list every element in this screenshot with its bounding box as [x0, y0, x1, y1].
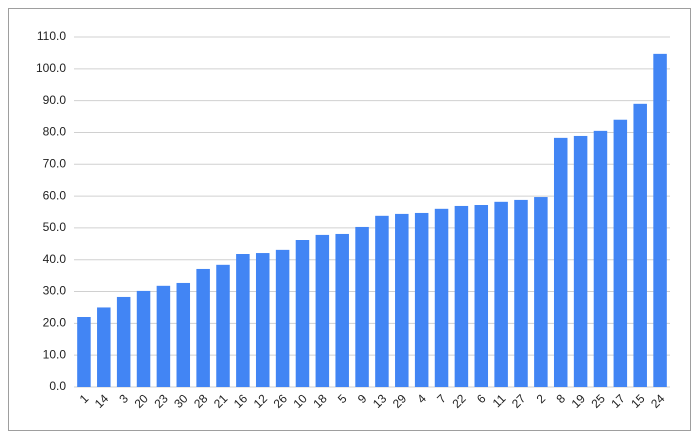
bar [434, 208, 449, 387]
bar [156, 285, 171, 387]
y-tick-label: 20.0 [43, 316, 67, 330]
y-tick-label: 60.0 [43, 188, 67, 202]
bar [375, 215, 389, 387]
y-tick-label: 100.0 [36, 61, 66, 75]
bar [414, 212, 429, 387]
bar [315, 234, 330, 387]
bar [534, 197, 548, 387]
bar [395, 213, 409, 387]
y-tick-label: 80.0 [43, 125, 67, 139]
bar [97, 307, 111, 387]
bar [474, 205, 489, 387]
y-tick-label: 40.0 [43, 252, 67, 266]
y-tick-label: 70.0 [43, 156, 67, 170]
bar [593, 130, 608, 387]
bar [176, 282, 191, 387]
bar [275, 249, 290, 387]
bar [255, 253, 270, 387]
y-tick-label: 110.0 [37, 29, 66, 43]
bar [494, 201, 508, 387]
bar [335, 233, 349, 387]
bar [633, 103, 647, 388]
y-tick-label: 10.0 [43, 347, 67, 361]
y-tick-label: 90.0 [43, 93, 67, 107]
bar [613, 119, 628, 388]
bar [216, 264, 230, 387]
bar [116, 296, 131, 387]
bar [514, 199, 528, 387]
bar [653, 53, 667, 387]
bar [573, 135, 588, 387]
bar [295, 240, 310, 387]
y-tick-label: 0.0 [49, 379, 66, 393]
bar [196, 268, 210, 387]
y-tick-label: 50.0 [43, 220, 67, 234]
chart-frame [8, 8, 691, 431]
bar [355, 226, 369, 387]
bar [553, 137, 568, 387]
y-tick-label: 30.0 [43, 284, 67, 298]
bar [77, 317, 91, 387]
bar [236, 254, 250, 387]
bar [454, 205, 469, 387]
bar [136, 290, 151, 387]
